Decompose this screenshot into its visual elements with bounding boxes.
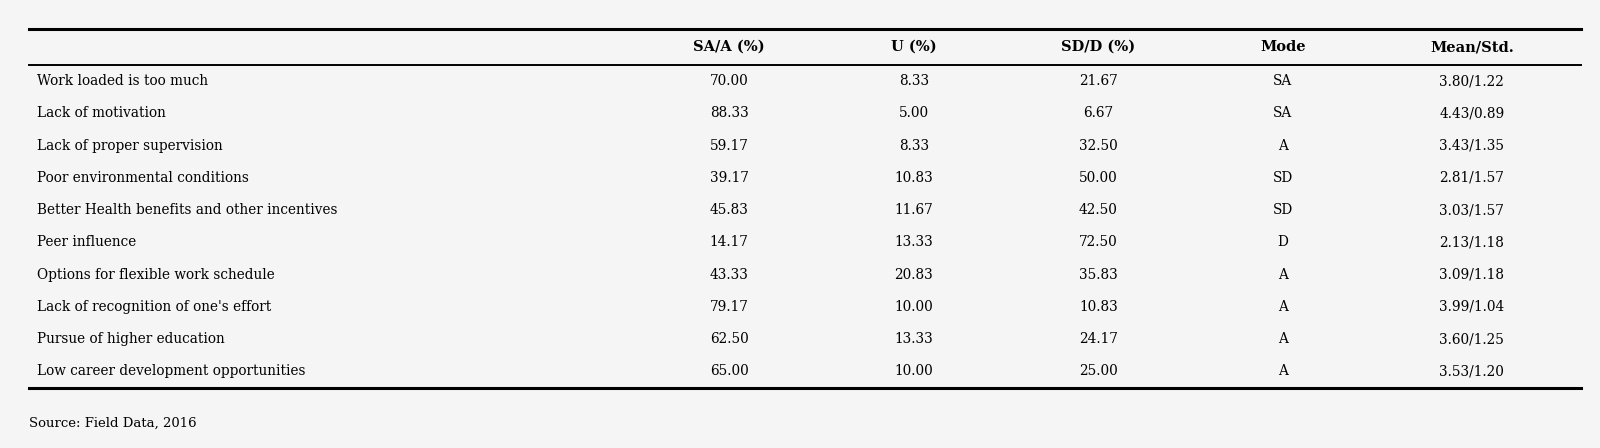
Text: SA: SA xyxy=(1274,106,1293,121)
Text: Lack of proper supervision: Lack of proper supervision xyxy=(37,138,222,153)
Text: 8.33: 8.33 xyxy=(899,74,930,88)
Text: A: A xyxy=(1278,364,1288,379)
Text: 10.00: 10.00 xyxy=(894,300,933,314)
Text: A: A xyxy=(1278,300,1288,314)
Text: Lack of motivation: Lack of motivation xyxy=(37,106,166,121)
Text: A: A xyxy=(1278,267,1288,282)
Text: 65.00: 65.00 xyxy=(710,364,749,379)
Text: 3.53/1.20: 3.53/1.20 xyxy=(1440,364,1504,379)
Text: U (%): U (%) xyxy=(891,40,936,54)
Text: 10.83: 10.83 xyxy=(1078,300,1118,314)
Text: 3.03/1.57: 3.03/1.57 xyxy=(1440,203,1504,217)
Text: D: D xyxy=(1277,235,1288,250)
Text: 24.17: 24.17 xyxy=(1078,332,1118,346)
Text: 72.50: 72.50 xyxy=(1078,235,1118,250)
Text: 2.81/1.57: 2.81/1.57 xyxy=(1440,171,1504,185)
Text: 62.50: 62.50 xyxy=(710,332,749,346)
Text: 70.00: 70.00 xyxy=(710,74,749,88)
Text: 10.83: 10.83 xyxy=(894,171,933,185)
Text: Better Health benefits and other incentives: Better Health benefits and other incenti… xyxy=(37,203,338,217)
Text: 13.33: 13.33 xyxy=(894,332,933,346)
Text: SD/D (%): SD/D (%) xyxy=(1061,40,1136,54)
Text: Source: Field Data, 2016: Source: Field Data, 2016 xyxy=(29,417,197,430)
Text: 14.17: 14.17 xyxy=(710,235,749,250)
Text: 3.09/1.18: 3.09/1.18 xyxy=(1440,267,1504,282)
Text: 3.43/1.35: 3.43/1.35 xyxy=(1440,138,1504,153)
Text: 43.33: 43.33 xyxy=(710,267,749,282)
Text: Low career development opportunities: Low career development opportunities xyxy=(37,364,306,379)
Text: 2.13/1.18: 2.13/1.18 xyxy=(1440,235,1504,250)
Text: Work loaded is too much: Work loaded is too much xyxy=(37,74,208,88)
Text: Lack of recognition of one's effort: Lack of recognition of one's effort xyxy=(37,300,270,314)
Text: SD: SD xyxy=(1274,171,1293,185)
Text: 3.80/1.22: 3.80/1.22 xyxy=(1440,74,1504,88)
Text: 88.33: 88.33 xyxy=(710,106,749,121)
Text: Peer influence: Peer influence xyxy=(37,235,136,250)
Text: 21.67: 21.67 xyxy=(1078,74,1118,88)
Text: 39.17: 39.17 xyxy=(710,171,749,185)
Text: Mean/Std.: Mean/Std. xyxy=(1430,40,1514,54)
Text: 35.83: 35.83 xyxy=(1078,267,1118,282)
Text: 25.00: 25.00 xyxy=(1078,364,1118,379)
Text: 4.43/0.89: 4.43/0.89 xyxy=(1438,106,1504,121)
Text: 3.99/1.04: 3.99/1.04 xyxy=(1438,300,1504,314)
Text: 59.17: 59.17 xyxy=(710,138,749,153)
Text: 6.67: 6.67 xyxy=(1083,106,1114,121)
Text: Mode: Mode xyxy=(1261,40,1306,54)
Text: 32.50: 32.50 xyxy=(1078,138,1118,153)
Text: A: A xyxy=(1278,332,1288,346)
Text: SD: SD xyxy=(1274,203,1293,217)
Text: SA/A (%): SA/A (%) xyxy=(693,40,765,54)
Text: 50.00: 50.00 xyxy=(1078,171,1118,185)
Text: A: A xyxy=(1278,138,1288,153)
Text: 20.83: 20.83 xyxy=(894,267,933,282)
Text: Options for flexible work schedule: Options for flexible work schedule xyxy=(37,267,275,282)
Text: 3.60/1.25: 3.60/1.25 xyxy=(1440,332,1504,346)
Text: 42.50: 42.50 xyxy=(1078,203,1118,217)
Text: 13.33: 13.33 xyxy=(894,235,933,250)
Text: 79.17: 79.17 xyxy=(710,300,749,314)
Text: 11.67: 11.67 xyxy=(894,203,933,217)
Text: SA: SA xyxy=(1274,74,1293,88)
Text: 10.00: 10.00 xyxy=(894,364,933,379)
Text: Pursue of higher education: Pursue of higher education xyxy=(37,332,224,346)
Text: 5.00: 5.00 xyxy=(899,106,930,121)
Text: Poor environmental conditions: Poor environmental conditions xyxy=(37,171,248,185)
Text: 45.83: 45.83 xyxy=(710,203,749,217)
Text: 8.33: 8.33 xyxy=(899,138,930,153)
